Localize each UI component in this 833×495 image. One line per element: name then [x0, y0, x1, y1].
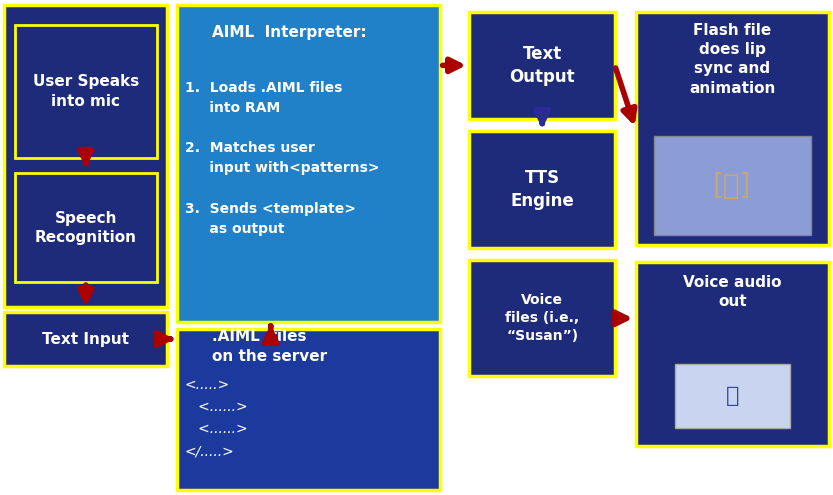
FancyBboxPatch shape: [15, 25, 157, 158]
Text: .AIML  files
on the server: .AIML files on the server: [212, 329, 327, 364]
Text: 🔊: 🔊: [726, 386, 739, 406]
FancyBboxPatch shape: [469, 131, 615, 248]
FancyBboxPatch shape: [469, 12, 615, 119]
Text: 1.  Loads .AIML files
     into RAM

2.  Matches user
     input with<patterns>
: 1. Loads .AIML files into RAM 2. Matches…: [185, 81, 379, 236]
Text: Text Input: Text Input: [42, 332, 129, 346]
FancyBboxPatch shape: [675, 364, 790, 428]
FancyBboxPatch shape: [636, 262, 829, 446]
Text: Voice
files (i.e.,
“Susan”): Voice files (i.e., “Susan”): [506, 294, 579, 343]
Text: Speech
Recognition: Speech Recognition: [35, 210, 137, 245]
Text: Voice audio
out: Voice audio out: [683, 275, 781, 309]
Text: TTS
Engine: TTS Engine: [511, 169, 574, 210]
Text: <.....>
   <......>
   <......>
</.....>: <.....> <......> <......> </.....>: [185, 378, 247, 459]
Text: [👤]: [👤]: [713, 172, 751, 199]
Text: Text
Output: Text Output: [510, 45, 575, 86]
FancyBboxPatch shape: [4, 312, 167, 366]
FancyBboxPatch shape: [4, 5, 167, 307]
FancyBboxPatch shape: [15, 173, 157, 282]
Text: User Speaks
into mic: User Speaks into mic: [32, 74, 139, 109]
Text: AIML  Interpreter:: AIML Interpreter:: [212, 25, 367, 40]
FancyBboxPatch shape: [654, 136, 811, 235]
Text: Flash file
does lip
sync and
animation: Flash file does lip sync and animation: [689, 23, 776, 96]
FancyBboxPatch shape: [177, 329, 440, 490]
FancyBboxPatch shape: [177, 5, 440, 322]
FancyBboxPatch shape: [636, 12, 829, 245]
FancyBboxPatch shape: [469, 260, 615, 376]
